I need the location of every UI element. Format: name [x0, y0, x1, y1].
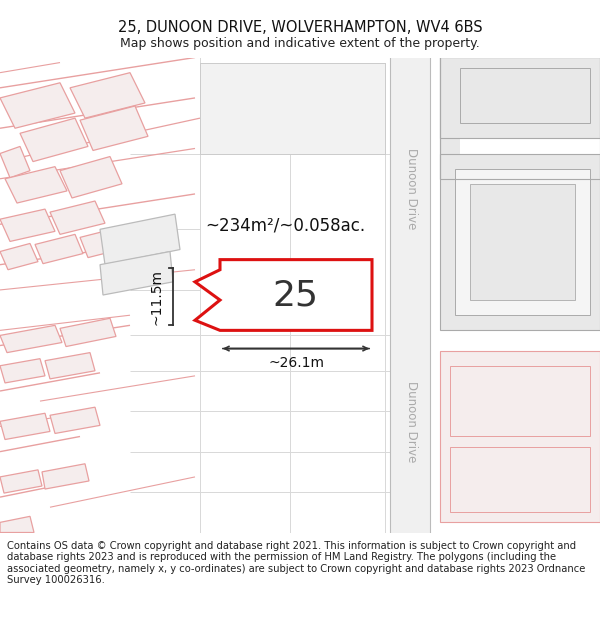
Polygon shape	[35, 234, 83, 264]
Text: 25, DUNOON DRIVE, WOLVERHAMPTON, WV4 6BS: 25, DUNOON DRIVE, WOLVERHAMPTON, WV4 6BS	[118, 20, 482, 35]
Text: 25: 25	[272, 278, 318, 312]
Polygon shape	[80, 106, 148, 151]
Polygon shape	[440, 58, 600, 179]
Polygon shape	[0, 359, 45, 383]
Polygon shape	[200, 62, 385, 154]
Polygon shape	[60, 156, 122, 198]
Polygon shape	[440, 351, 600, 522]
Polygon shape	[0, 516, 34, 532]
Text: Dunoon Drive: Dunoon Drive	[404, 148, 418, 229]
Text: ~26.1m: ~26.1m	[268, 356, 324, 370]
Polygon shape	[460, 68, 590, 123]
Polygon shape	[450, 366, 590, 436]
Polygon shape	[42, 464, 89, 489]
Polygon shape	[0, 209, 55, 241]
Polygon shape	[460, 58, 600, 159]
Polygon shape	[20, 118, 88, 162]
Polygon shape	[0, 413, 50, 439]
Polygon shape	[80, 228, 128, 258]
Polygon shape	[50, 201, 105, 234]
Polygon shape	[50, 407, 100, 434]
Polygon shape	[455, 169, 590, 315]
Text: ~11.5m: ~11.5m	[149, 269, 163, 325]
Polygon shape	[0, 470, 42, 493]
Polygon shape	[0, 146, 30, 177]
Polygon shape	[60, 318, 116, 346]
Polygon shape	[70, 72, 145, 118]
Text: ~234m²/~0.058ac.: ~234m²/~0.058ac.	[205, 216, 365, 234]
Polygon shape	[390, 58, 430, 532]
Polygon shape	[440, 154, 600, 331]
Polygon shape	[450, 447, 590, 512]
Polygon shape	[440, 58, 600, 138]
Text: Dunoon Drive: Dunoon Drive	[404, 381, 418, 462]
Polygon shape	[0, 326, 62, 352]
Text: Contains OS data © Crown copyright and database right 2021. This information is : Contains OS data © Crown copyright and d…	[7, 541, 586, 586]
Polygon shape	[0, 244, 38, 270]
Polygon shape	[195, 259, 372, 331]
Polygon shape	[5, 167, 67, 203]
Text: Map shows position and indicative extent of the property.: Map shows position and indicative extent…	[120, 38, 480, 50]
Polygon shape	[100, 251, 173, 295]
Polygon shape	[100, 214, 180, 264]
Polygon shape	[0, 82, 75, 128]
Polygon shape	[470, 184, 575, 300]
Polygon shape	[45, 352, 95, 379]
